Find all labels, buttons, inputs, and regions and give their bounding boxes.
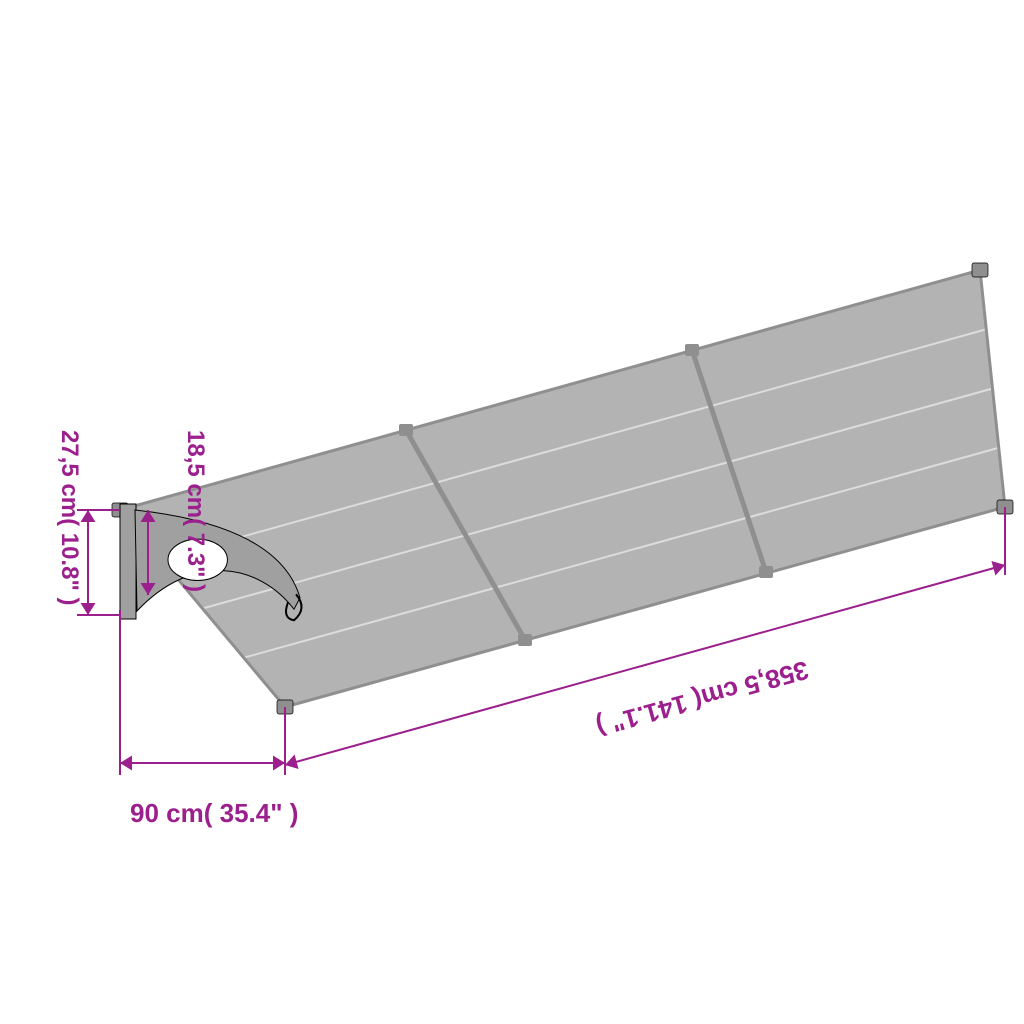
dim-depth-label: 90 cm( 35.4" ) [130,798,298,828]
dim-length-label: 358,5 cm( 141.1" ) [593,655,812,743]
dim-height-inner-label: 18,5 cm( 7.3" ) [182,430,209,592]
canopy-product [112,263,1013,714]
dimension-diagram: 358,5 cm( 141.1" ) 90 cm( 35.4" ) 27,5 c… [0,0,1024,1024]
dim-height-outer-label: 27,5 cm( 10.8" ) [56,430,83,605]
